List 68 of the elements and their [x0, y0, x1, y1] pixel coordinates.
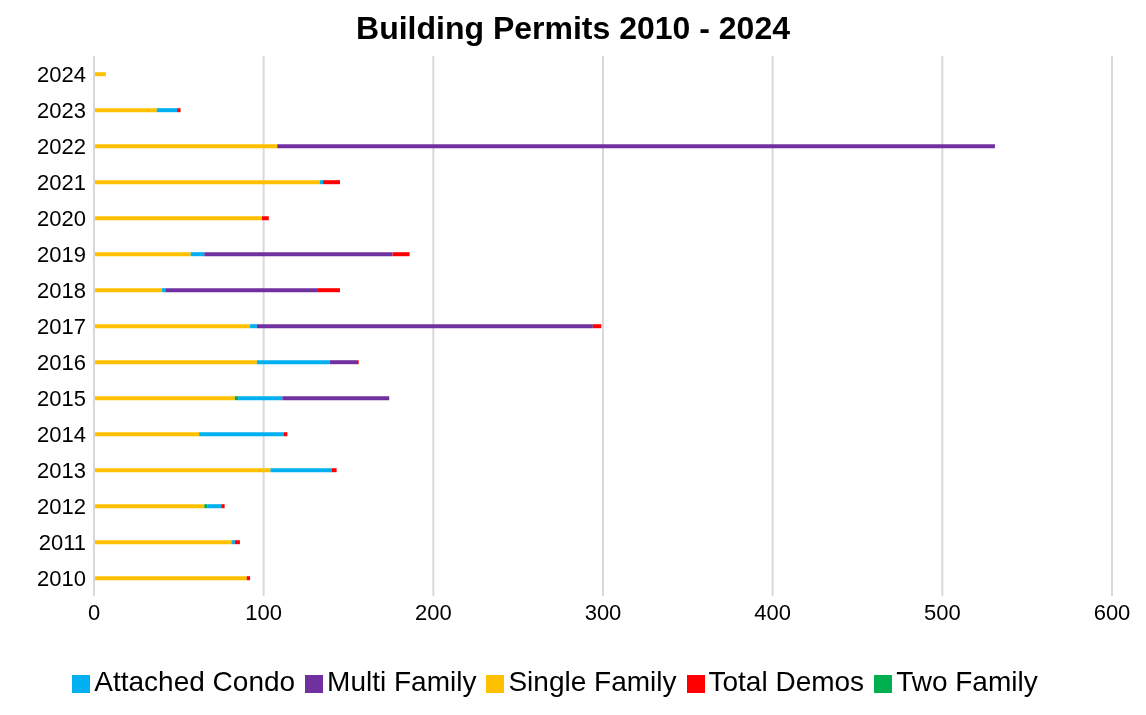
- x-tick-label: 600: [1093, 599, 1131, 625]
- bar: [94, 396, 235, 401]
- y-tick-label: 2023: [37, 97, 86, 123]
- bar: [234, 540, 240, 545]
- y-tick-label: 2013: [37, 457, 86, 483]
- x-tick-label: 300: [584, 599, 622, 625]
- bar: [261, 216, 269, 221]
- bar: [331, 468, 337, 473]
- bar: [392, 252, 410, 257]
- x-tick-label: 500: [923, 599, 961, 625]
- y-tick-label: 2019: [37, 241, 86, 267]
- y-tick-label: 2010: [37, 565, 86, 591]
- bar: [94, 540, 232, 545]
- chart-title: Building Permits 2010 - 2024: [355, 9, 791, 48]
- bar: [94, 360, 257, 365]
- bar: [256, 360, 330, 365]
- bar: [207, 504, 222, 509]
- y-tick-label: 2024: [37, 61, 86, 87]
- bar: [94, 252, 191, 257]
- bar: [238, 396, 283, 401]
- bar: [199, 432, 285, 437]
- y-tick-label: 2017: [37, 313, 86, 339]
- bar: [592, 324, 602, 329]
- y-tick-label: 2011: [38, 529, 86, 555]
- bar: [94, 576, 247, 581]
- bar: [94, 216, 262, 221]
- bar: [317, 288, 341, 293]
- x-tick-label: 100: [245, 599, 283, 625]
- bar: [231, 540, 235, 545]
- x-tick-label: 0: [87, 599, 101, 625]
- legend-label: Single Family: [508, 666, 677, 697]
- bar: [94, 180, 320, 185]
- bar: [94, 432, 200, 437]
- legend-label: Total Demos: [708, 666, 865, 697]
- bar: [94, 108, 157, 113]
- legend-label: Multi Family: [327, 666, 477, 697]
- bar: [94, 144, 278, 149]
- bar: [250, 324, 257, 329]
- y-tick-label: 2020: [37, 205, 86, 231]
- y-tick-label: 2016: [37, 349, 86, 375]
- y-tick-label: 2014: [37, 421, 86, 447]
- y-tick-label: 2021: [37, 169, 86, 195]
- bar: [94, 324, 251, 329]
- legend-label: Attached Condo: [94, 666, 296, 697]
- bar: [270, 468, 332, 473]
- bar: [165, 288, 318, 293]
- y-tick-label: 2015: [37, 385, 86, 411]
- legend-label: Two Family: [896, 666, 1038, 697]
- bar: [190, 252, 205, 257]
- bar: [329, 360, 357, 365]
- bar: [94, 72, 106, 77]
- bar: [177, 108, 181, 113]
- y-tick-label: 2012: [37, 493, 86, 519]
- bar: [204, 252, 393, 257]
- bar: [204, 504, 208, 509]
- bar: [323, 180, 341, 185]
- bar: [156, 108, 178, 113]
- bar: [221, 504, 225, 509]
- x-tick-label: 200: [414, 599, 452, 625]
- bar: [277, 144, 995, 149]
- bar: [94, 504, 205, 509]
- y-tick-label: 2018: [37, 277, 86, 303]
- bar: [94, 288, 162, 293]
- bar: [256, 324, 593, 329]
- bar: [282, 396, 390, 401]
- bar: [94, 468, 271, 473]
- y-tick-label: 2022: [37, 133, 86, 159]
- x-tick-label: 400: [754, 599, 792, 625]
